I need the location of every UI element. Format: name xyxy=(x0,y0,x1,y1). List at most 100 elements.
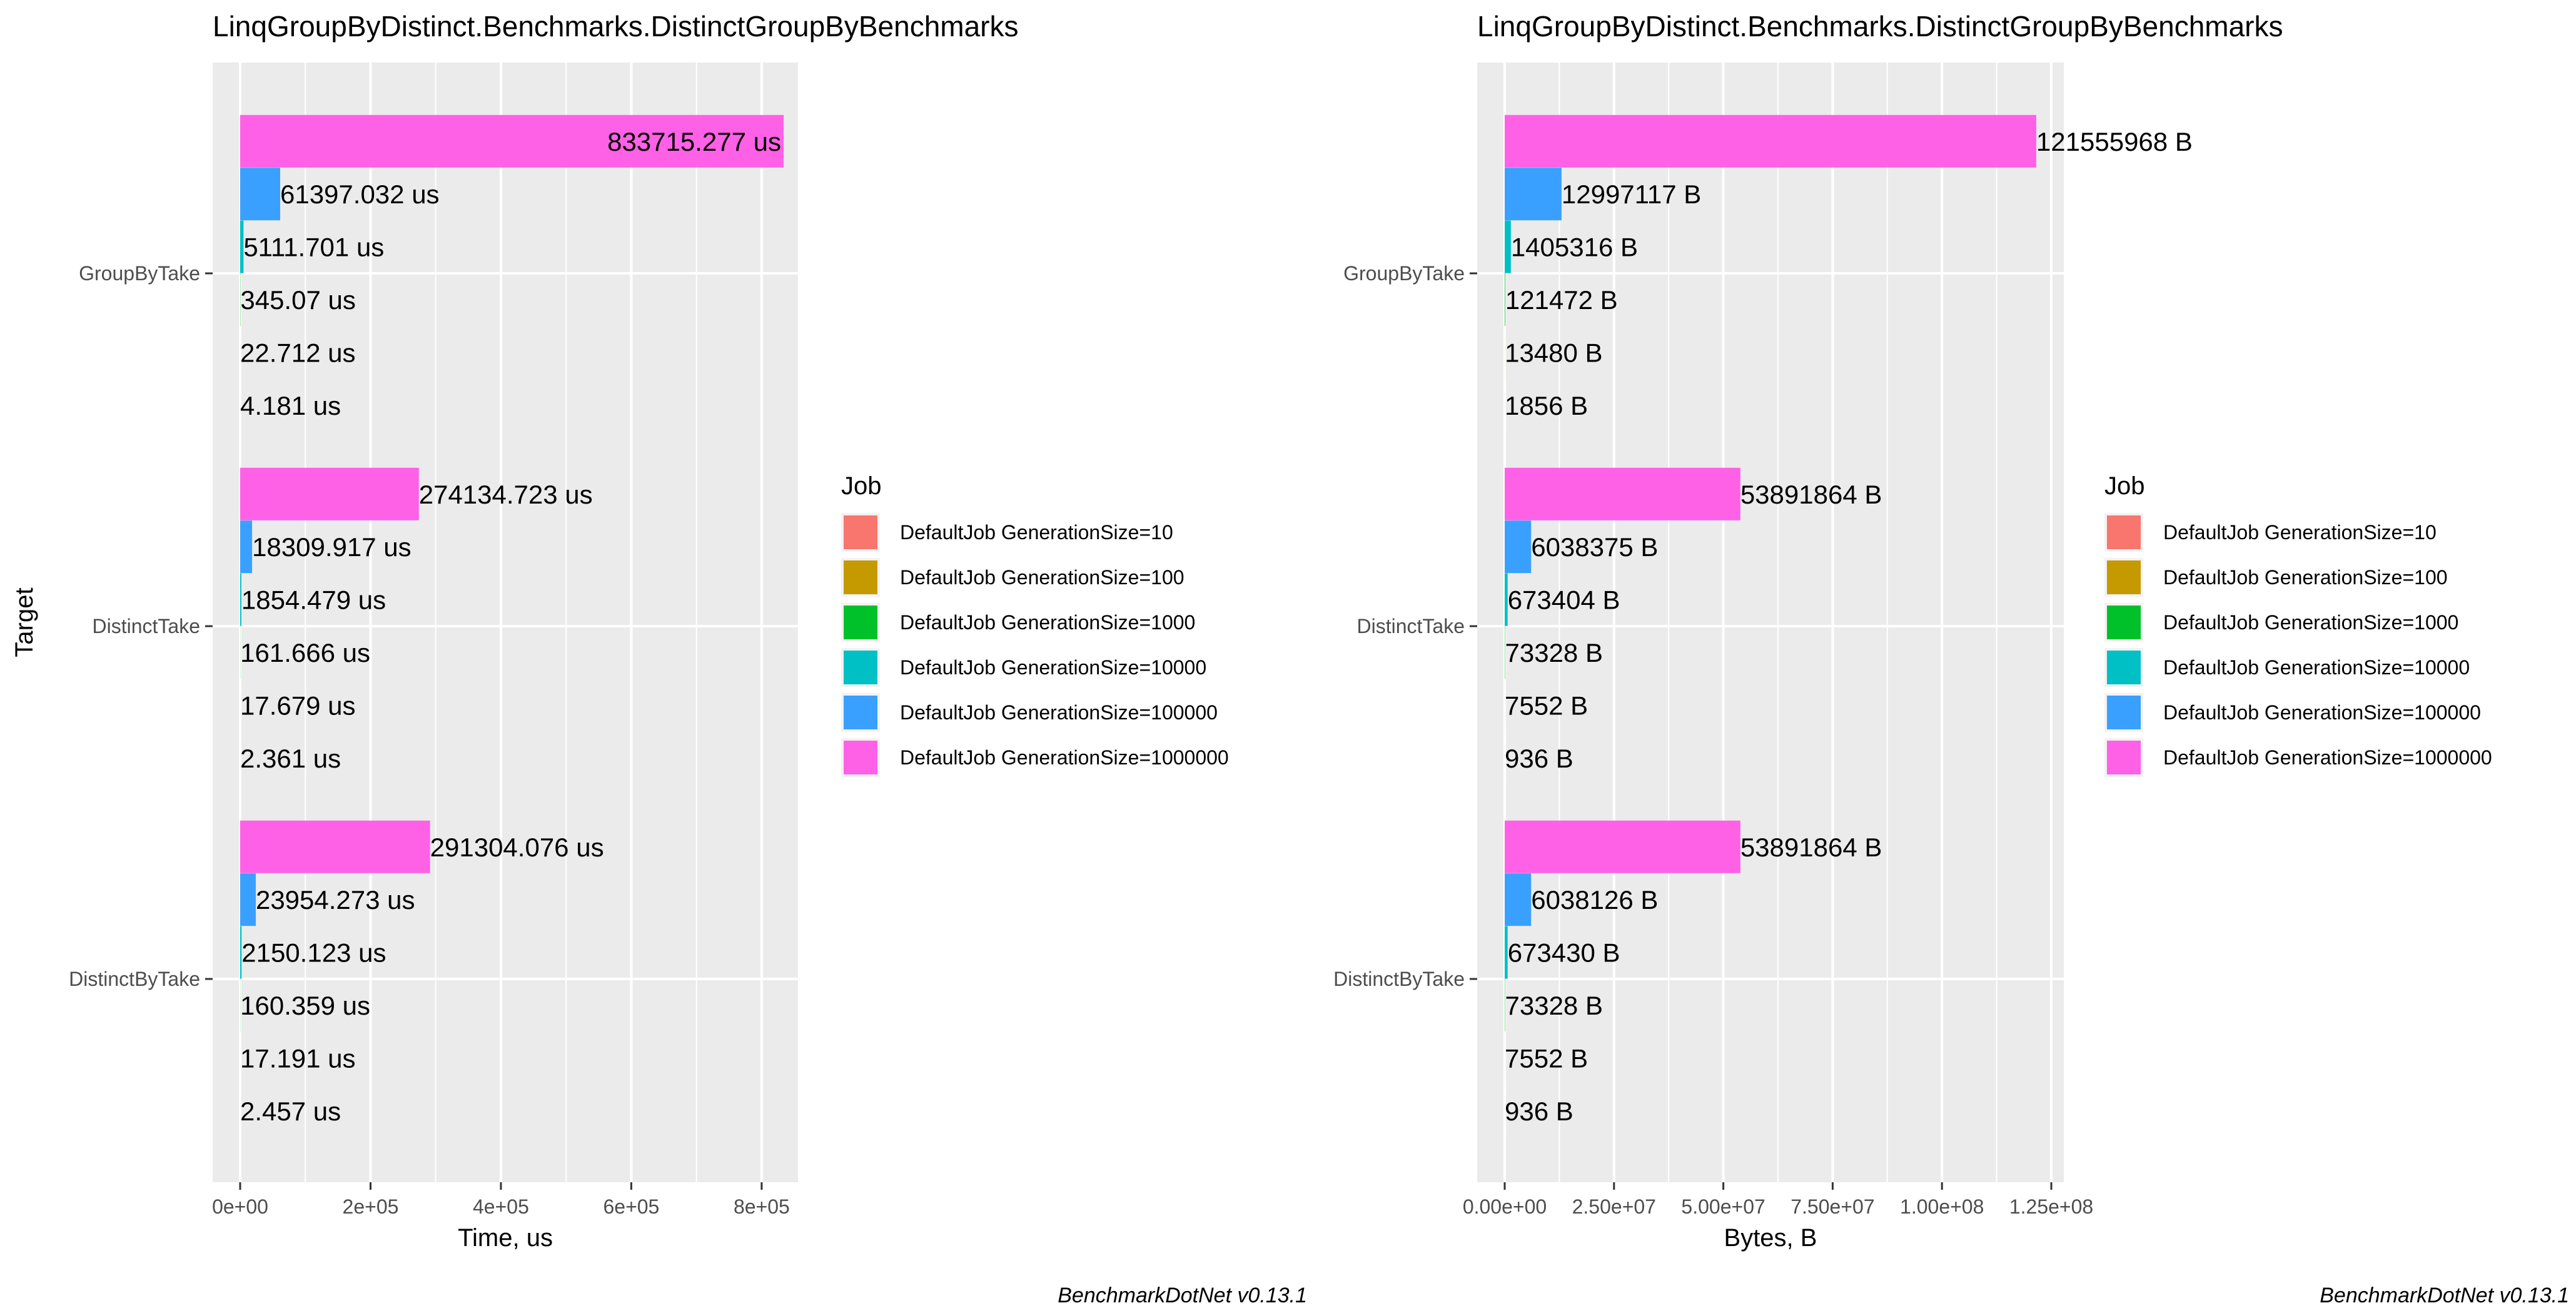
data-label: 161.666 us xyxy=(240,638,370,667)
legend: Job DefaultJob GenerationSize=10 DefaultJo… xyxy=(841,472,1229,777)
chart-title: LinqGroupByDistinct.Benchmarks.DistinctG… xyxy=(213,10,1019,43)
data-label: 345.07 us xyxy=(240,285,356,315)
data-label: 7552 B xyxy=(1505,691,1588,720)
data-label: 1405316 B xyxy=(1511,233,1638,262)
x-tick-label: 0.00e+00 xyxy=(1463,1195,1547,1218)
legend-label: DefaultJob GenerationSize=10 xyxy=(900,521,1173,544)
data-label: 936 B xyxy=(1505,1097,1573,1126)
data-label: 22.712 us xyxy=(240,338,356,367)
x-tick-label: 4e+05 xyxy=(473,1195,529,1218)
data-label: 17.191 us xyxy=(240,1043,356,1073)
bar xyxy=(240,168,280,221)
x-tick-label: 1.25e+08 xyxy=(2009,1195,2093,1218)
legend-label: DefaultJob GenerationSize=1000 xyxy=(2163,611,2458,634)
data-label: 1856 B xyxy=(1505,391,1588,420)
legend-item: DefaultJob GenerationSize=100 xyxy=(841,558,1184,597)
data-label: 6038375 B xyxy=(1531,532,1658,562)
data-label: 13480 B xyxy=(1505,338,1602,367)
bar xyxy=(1505,220,1511,273)
legend-swatch xyxy=(844,560,877,594)
bar xyxy=(240,926,242,979)
x-tick-label: 2e+05 xyxy=(343,1195,399,1218)
legend-label: DefaultJob GenerationSize=1000000 xyxy=(900,746,1229,769)
data-label: 17.679 us xyxy=(240,691,356,720)
legend-title: Job xyxy=(841,472,882,500)
legend: Job DefaultJob GenerationSize=10 DefaultJo… xyxy=(2104,472,2492,777)
x-tick-label: 1.00e+08 xyxy=(1900,1195,1984,1218)
legend-title: Job xyxy=(2104,472,2145,500)
data-label: 12997117 B xyxy=(1562,180,1701,209)
legend-swatch xyxy=(844,651,877,684)
legend-item: DefaultJob GenerationSize=10 xyxy=(2104,513,2437,552)
legend-swatch xyxy=(844,741,877,774)
data-label: 1854.479 us xyxy=(241,586,386,615)
x-tick-label: 7.50e+07 xyxy=(1791,1195,1874,1218)
legend-swatch xyxy=(2107,515,2141,549)
y-tick-label: GroupByTake xyxy=(79,262,200,285)
data-label: 160.359 us xyxy=(240,991,370,1020)
bar xyxy=(1505,114,2036,168)
y-tick-label: DistinctByTake xyxy=(1333,968,1465,990)
data-label: 833715.277 us xyxy=(607,127,781,156)
legend-swatch xyxy=(2107,651,2141,684)
legend-swatch xyxy=(844,696,877,729)
y-tick-label: GroupByTake xyxy=(1343,262,1465,285)
y-tick-label: DistinctTake xyxy=(1357,615,1465,637)
legend-label: DefaultJob GenerationSize=1000000 xyxy=(2163,746,2492,769)
legend-label: DefaultJob GenerationSize=10000 xyxy=(900,656,1206,679)
legend-label: DefaultJob GenerationSize=100000 xyxy=(2163,701,2481,724)
x-tick-label: 6e+05 xyxy=(603,1195,659,1218)
legend-label: DefaultJob GenerationSize=100 xyxy=(2163,566,2448,589)
legend-swatch xyxy=(2107,741,2141,774)
data-label: 53891864 B xyxy=(1740,480,1882,509)
plot-background xyxy=(1477,63,2064,1182)
legend-item: DefaultJob GenerationSize=1000000 xyxy=(841,738,1229,777)
legend-item: DefaultJob GenerationSize=100000 xyxy=(841,693,1218,732)
y-tick-label: DistinctTake xyxy=(93,615,201,637)
bar xyxy=(1505,873,1532,926)
x-tick-label: 0e+00 xyxy=(212,1195,268,1218)
bar xyxy=(1505,520,1532,574)
x-tick-label: 8e+05 xyxy=(734,1195,790,1218)
bar xyxy=(240,873,256,926)
legend-item: DefaultJob GenerationSize=100 xyxy=(2104,558,2448,597)
legend-item: DefaultJob GenerationSize=10000 xyxy=(2104,648,2470,687)
plot-background xyxy=(213,63,798,1182)
data-label: 53891864 B xyxy=(1740,833,1882,862)
x-axis-title: Bytes, B xyxy=(1724,1224,1817,1252)
data-label: 121555968 B xyxy=(2036,127,2193,156)
legend-item: DefaultJob GenerationSize=10 xyxy=(841,513,1173,552)
bar xyxy=(240,820,430,873)
legend-swatch xyxy=(2107,560,2141,594)
legend-item: DefaultJob GenerationSize=1000 xyxy=(2104,603,2458,642)
data-label: 61397.032 us xyxy=(280,180,440,209)
legend-item: DefaultJob GenerationSize=10000 xyxy=(841,648,1206,687)
data-label: 73328 B xyxy=(1505,638,1603,667)
legend-swatch xyxy=(844,515,877,549)
legend-swatch xyxy=(2107,696,2141,729)
data-label: 5111.701 us xyxy=(243,233,384,262)
data-label: 18309.917 us xyxy=(252,532,412,562)
y-tick-label: DistinctByTake xyxy=(69,968,200,990)
bar xyxy=(240,520,253,574)
x-tick-label: 2.50e+07 xyxy=(1572,1195,1656,1218)
bar xyxy=(1505,926,1508,979)
legend-label: DefaultJob GenerationSize=100 xyxy=(900,566,1184,589)
chart-panel-1: LinqGroupByDistinct.Benchmarks.DistinctG… xyxy=(11,10,1307,1307)
legend-label: DefaultJob GenerationSize=10 xyxy=(2163,521,2437,544)
data-label: 6038126 B xyxy=(1531,885,1658,915)
legend-swatch xyxy=(2107,606,2141,639)
bar xyxy=(240,114,784,168)
caption: BenchmarkDotNet v0.13.1 xyxy=(2320,1284,2569,1307)
data-label: 2150.123 us xyxy=(241,938,386,968)
bar xyxy=(1505,168,1562,221)
data-label: 23954.273 us xyxy=(256,885,415,915)
legend-swatch xyxy=(844,606,877,639)
data-label: 673404 B xyxy=(1508,586,1620,615)
legend-item: DefaultJob GenerationSize=1000 xyxy=(841,603,1195,642)
data-label: 121472 B xyxy=(1505,285,1618,315)
bar xyxy=(240,220,244,273)
bar xyxy=(1505,573,1508,626)
data-label: 4.181 us xyxy=(240,391,341,420)
